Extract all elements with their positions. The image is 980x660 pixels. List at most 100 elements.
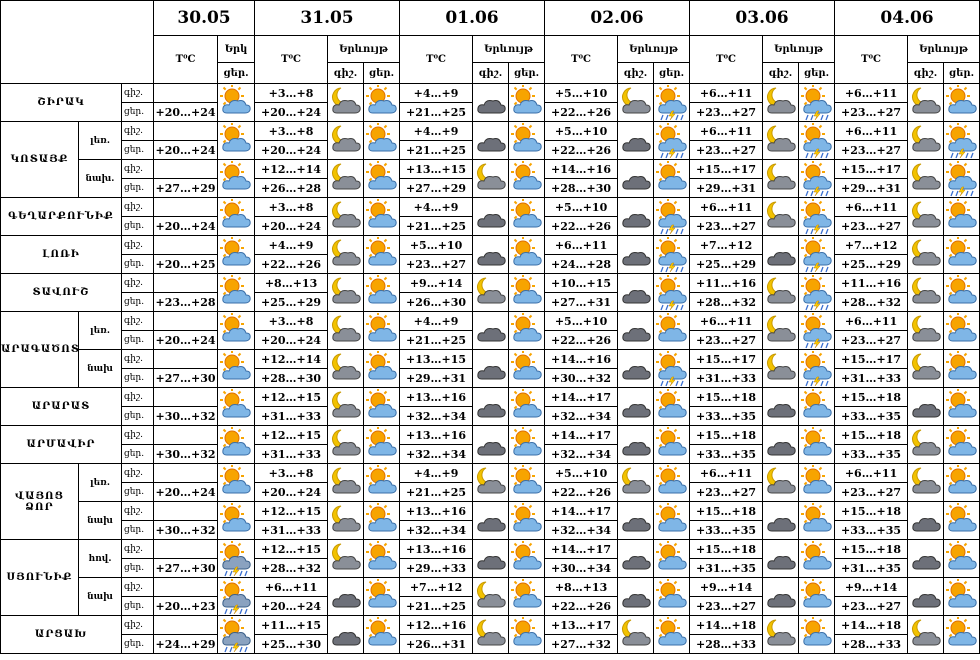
drop	[224, 608, 228, 614]
day-temp: +28…+30	[544, 178, 619, 198]
ray	[803, 542, 807, 546]
day-icon	[653, 197, 691, 236]
cloud	[331, 479, 361, 493]
ray	[513, 443, 517, 447]
ray	[948, 215, 952, 219]
day-temp: +20…+24	[153, 216, 219, 236]
night-temp: +14…+16	[544, 159, 619, 179]
day-icon	[943, 539, 980, 578]
night-icon	[327, 615, 365, 654]
cloud	[512, 593, 542, 607]
day-temp: +23…+28	[153, 292, 219, 312]
ray	[368, 519, 372, 523]
weather-icon	[800, 160, 832, 196]
weather-icon	[945, 388, 977, 417]
ray	[513, 314, 517, 318]
region-name: ԱՐՑԱԽ	[0, 615, 122, 654]
day-temp: +23…+27	[834, 216, 909, 236]
day-temp: +31…+35	[834, 558, 909, 578]
day-icon	[363, 235, 401, 274]
weather-icon	[365, 350, 397, 379]
ray	[963, 580, 967, 584]
night-temp: +6…+11	[834, 83, 909, 103]
day-temp: +28…+32	[254, 558, 329, 578]
day-icon	[508, 387, 546, 426]
weather-icon	[510, 274, 542, 303]
night-icon	[472, 197, 510, 236]
day-temp: +23…+27	[834, 482, 909, 502]
table-row: ցեր. +23…+28 +25…+29 +26…+30 +27…+31 +28…+32 +…	[1, 292, 980, 312]
ray	[818, 238, 822, 242]
day-temp: +21…+25	[399, 596, 474, 616]
day-icon	[798, 121, 836, 160]
cloud	[621, 137, 651, 151]
weather-icon	[220, 540, 251, 576]
cloud	[766, 517, 796, 531]
cloud	[657, 99, 687, 113]
drop	[664, 304, 669, 310]
night-icon	[472, 121, 510, 160]
drop	[949, 190, 954, 196]
ray	[222, 352, 227, 356]
ray	[963, 390, 967, 394]
drop	[804, 190, 809, 196]
ray	[963, 200, 967, 204]
day-icon	[798, 349, 836, 388]
day-icon	[653, 577, 691, 616]
ray	[818, 352, 822, 356]
drop	[674, 304, 679, 310]
lightning	[813, 338, 821, 348]
table-row: ԱՐՑԱԽ գիշ. +11…+15 +12…+16 +13…+17 +14…+18 +14…	[0, 615, 980, 654]
day-temp: +23…+27	[834, 102, 909, 122]
day-icon	[508, 501, 546, 540]
night-icon	[327, 273, 365, 312]
night-icon	[907, 501, 945, 540]
ray	[803, 618, 807, 622]
day-temp: +23…+27	[834, 596, 909, 616]
day-icon	[798, 387, 836, 426]
table-row: նախ գիշ. +6…+11 +7…+12 +8…+13 +9…+14 +9…+14	[1, 577, 980, 616]
ray	[803, 329, 807, 333]
cloud	[911, 137, 941, 151]
day-temp: +21…+25	[399, 102, 474, 122]
ray	[673, 618, 677, 622]
night-temp: +14…+18	[689, 615, 764, 635]
day-temp: +22…+26	[544, 482, 619, 502]
ray	[673, 200, 677, 204]
night-icon	[762, 425, 800, 464]
weather-icon	[331, 239, 361, 265]
ray	[237, 162, 242, 166]
day-temp: +26…+30	[399, 292, 474, 312]
drop	[954, 152, 959, 158]
ray	[513, 329, 517, 333]
ray	[948, 314, 952, 318]
weather-icon	[945, 236, 977, 265]
ray	[383, 86, 387, 90]
ray	[803, 595, 807, 599]
drop	[809, 114, 814, 120]
corner-cell	[0, 0, 155, 84]
night-icon	[907, 121, 945, 160]
drop	[239, 570, 243, 576]
weather-icon	[945, 312, 977, 341]
weather-icon	[510, 464, 542, 493]
weather-icon	[476, 99, 506, 113]
ray	[658, 466, 662, 470]
ray	[948, 177, 952, 181]
temp-empty	[153, 273, 219, 293]
table-row: նախ գիշ. +12…+15 +13…+16 +14…+17 +15…+18 +15…+…	[1, 501, 980, 540]
ray	[368, 618, 372, 622]
cloud	[947, 555, 977, 569]
weather-icon	[365, 426, 397, 455]
weather-icon	[800, 616, 832, 645]
sub-zone: նախ	[78, 501, 122, 540]
night-icon	[907, 577, 945, 616]
rain	[949, 152, 974, 158]
ray	[368, 253, 372, 257]
cloud	[222, 403, 251, 417]
ray	[222, 519, 227, 523]
day-temp: +25…+29	[254, 292, 329, 312]
night-temp: +15…+17	[689, 349, 764, 369]
cloud	[512, 479, 542, 493]
cloud	[621, 327, 651, 341]
